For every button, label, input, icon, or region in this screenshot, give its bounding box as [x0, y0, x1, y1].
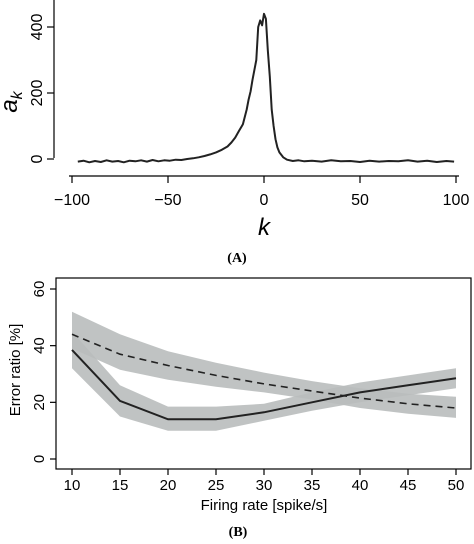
panel-b-dashed-confidence-band	[72, 311, 456, 418]
panel-a-y-tick-label: 0	[29, 154, 46, 163]
panel-b-x-ticks: 10 15 20 25 30 35 40 45 50	[64, 469, 465, 494]
panel-b-error-ratio-plot: 10 15 20 25 30 35 40 45 50 0 20 40 60 Error ratio […	[7, 277, 472, 540]
panel-b-y-tick-label: 40	[31, 337, 48, 354]
panel-b-y-tick-label: 0	[31, 455, 48, 463]
panel-b-label: (B)	[229, 525, 248, 540]
panel-a-y-tick-label: 400	[29, 14, 46, 41]
panel-a-series-line	[77, 12, 455, 164]
panel-b-x-tick-label: 25	[208, 477, 225, 494]
panel-b-y-tick-label: 60	[31, 281, 48, 298]
panel-a-x-tick-label: 0	[260, 192, 269, 209]
panel-b-x-tick-label: 15	[112, 477, 129, 494]
panel-b-x-tick-label: 20	[160, 477, 177, 494]
panel-b-x-tick-label: 40	[352, 477, 369, 494]
panel-b-y-axis-title: Error ratio [%]	[7, 324, 24, 417]
panel-b-x-tick-label: 10	[64, 477, 81, 494]
panel-b-solid-confidence-band	[72, 331, 456, 431]
panel-a-x-tick-label: −100	[54, 192, 90, 209]
panel-a-autocorrelation-plot: −100 −50 0 50 100 0 200 400 ak k (A)	[0, 0, 469, 266]
panel-a-y-axis-title: ak	[0, 90, 26, 112]
panel-a-x-tick-label: −50	[154, 192, 181, 209]
panel-b-x-tick-label: 50	[448, 477, 465, 494]
panel-b-x-tick-label: 30	[256, 477, 273, 494]
panel-a-x-axis-title: k	[258, 214, 272, 241]
panel-a-x-tick-label: 100	[443, 192, 470, 209]
panel-a-x-ticks: −100 −50 0 50 100	[54, 176, 469, 209]
panel-a-y-ticks: 0 200 400	[29, 14, 54, 163]
panel-b-x-tick-label: 45	[400, 477, 417, 494]
panel-a-label: (A)	[227, 251, 247, 266]
panel-a-y-tick-label: 200	[29, 80, 46, 107]
panel-b-x-tick-label: 35	[304, 477, 321, 494]
panel-a-x-tick-label: 50	[351, 192, 369, 209]
panel-b-y-ticks: 0 20 40 60	[31, 281, 56, 463]
panel-b-x-axis-title: Firing rate [spike/s]	[201, 497, 328, 514]
panel-b-y-tick-label: 20	[31, 394, 48, 411]
panel-b-solid-series-line	[71, 349, 457, 421]
panel-b-dashed-series-line	[71, 333, 457, 409]
